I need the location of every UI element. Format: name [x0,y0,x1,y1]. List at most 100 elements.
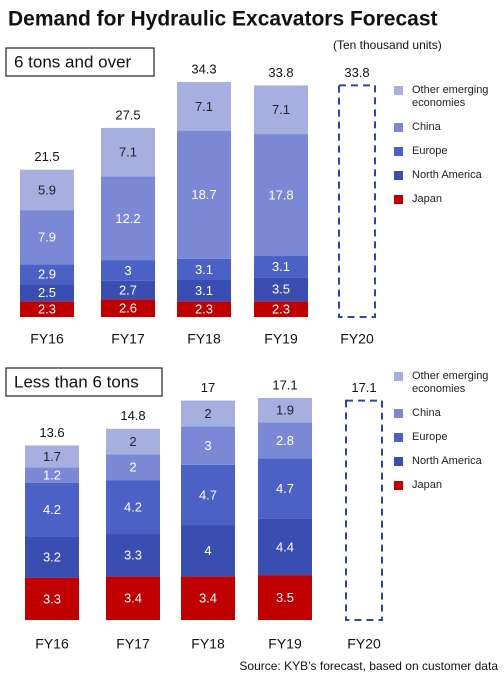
value-label: 3.1 [195,262,213,277]
bar-segment [25,536,79,578]
legend-swatch [394,123,403,132]
bar-segment [254,301,308,317]
bar-segment [181,464,235,526]
bar-segment [258,398,312,423]
bar-segment [254,85,308,135]
value-label: 3 [124,263,131,278]
bar-segment [106,454,160,481]
total-label: 14.8 [120,408,145,423]
value-label: 1.9 [276,403,294,418]
value-label: 5.9 [38,182,56,197]
legend-swatch [394,86,403,95]
value-label: 3.1 [272,259,290,274]
bar-segment [20,210,74,265]
legend-swatch [394,481,403,490]
value-label: 3 [204,438,211,453]
legend-swatch [394,171,403,180]
legend-item: Other emerging economies [394,84,502,110]
value-label: 2.3 [38,302,56,317]
bar-segment [177,301,231,317]
value-label: 2.3 [195,302,213,317]
x-tick-label: FY19 [268,636,302,652]
bar-segment [20,169,74,211]
value-label: 2 [129,460,136,475]
bar-segment [101,299,155,317]
bar-segment [101,127,155,177]
bar-segment [25,482,79,537]
value-label: 3.2 [43,550,61,565]
value-label: 3.5 [272,282,290,297]
subtitle-box [5,367,163,397]
subtitle: Less than 6 tons [14,372,139,391]
total-label: 33.8 [268,65,293,80]
title: Demand for Hydraulic Excavators Forecast [8,8,438,31]
value-label: 4.2 [43,502,61,517]
x-tick-label: FY16 [30,331,64,347]
legend-item: Japan [394,479,502,492]
legend-item: Europe [394,431,502,444]
x-tick-label: FY16 [35,636,69,652]
bar-segment [181,426,235,465]
value-label: 3.3 [124,548,142,563]
bar-segment [254,277,308,302]
x-tick-label: FY18 [187,331,221,347]
total-label: 34.3 [191,61,216,76]
legend-swatch [394,372,403,381]
legend-item: China [394,121,502,134]
value-label: 17.8 [268,187,293,202]
bar-segment [101,260,155,281]
unit-label: (Ten thousand units) [333,38,442,52]
legend-swatch [394,433,403,442]
value-label: 2.6 [119,301,137,316]
legend-swatch [394,195,403,204]
bar-segment [258,575,312,620]
bar-segment [258,518,312,576]
legend-item: Other emerging economies [394,370,502,396]
value-label: 3.1 [195,283,213,298]
total-label: 33.8 [344,65,369,80]
total-label: 13.6 [39,425,64,440]
bar-segment [20,284,74,302]
bar-segment [106,534,160,577]
value-label: 1.2 [43,467,61,482]
forecast-box [345,399,383,621]
bar-segment [20,301,74,317]
bar-segment [258,422,312,459]
legend: Other emerging economies China Europe North… [394,370,502,503]
bar-segment [106,428,160,455]
legend-item: China [394,407,502,420]
bar-segment [101,176,155,261]
x-tick-label: FY19 [264,331,298,347]
legend-label: Japan [412,193,442,205]
bar-segment [258,458,312,519]
value-label: 7.9 [38,230,56,245]
value-label: 2.8 [276,433,294,448]
legend-label: Other emerging economies [412,84,489,109]
value-label: 7.1 [272,102,290,117]
x-tick-label: FY20 [340,331,374,347]
legend-label: China [412,407,441,419]
value-label: 2.5 [38,285,56,300]
value-label: 18.7 [191,187,216,202]
bar-segment [101,280,155,300]
bar-segment [254,256,308,278]
bar-segment [181,576,235,620]
legend-swatch [394,457,403,466]
legend-label: Europe [412,145,448,157]
bar-segment [106,480,160,535]
legend-label: China [412,121,441,133]
legend-item: North America [394,455,502,468]
total-label: 17.1 [272,377,297,392]
legend-label: Japan [412,479,442,491]
legend-swatch [394,147,403,156]
legend-item: Europe [394,145,502,158]
bar-segment [181,525,235,577]
legend-label: Other emerging economies [412,370,489,395]
value-label: 3.3 [43,591,61,606]
value-label: 7.1 [119,145,137,160]
bar-segment [177,82,231,131]
legend: Other emerging economies China Europe North… [394,84,502,217]
legend-item: Japan [394,193,502,206]
